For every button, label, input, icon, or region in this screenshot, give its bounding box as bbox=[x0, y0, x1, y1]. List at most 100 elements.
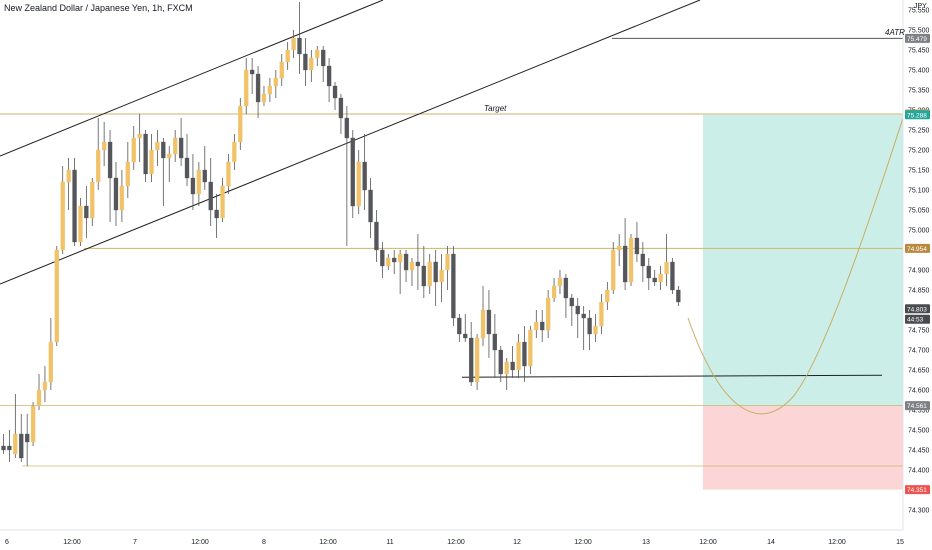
price-tick-label: 74.450 bbox=[908, 448, 930, 455]
candle-body bbox=[652, 277, 657, 283]
candle-body bbox=[25, 433, 30, 443]
candle-body bbox=[569, 297, 574, 307]
time-tick-label: 12:00 bbox=[699, 539, 717, 546]
candle-body bbox=[664, 261, 669, 275]
price-tick-label: 75.350 bbox=[908, 88, 930, 95]
candle-body bbox=[303, 53, 308, 71]
price-tag-label: 74.954 bbox=[907, 246, 927, 253]
candle-body bbox=[113, 177, 119, 211]
candle-body bbox=[107, 141, 113, 179]
candle-body bbox=[214, 209, 219, 219]
position-zones bbox=[703, 114, 903, 490]
candle-body bbox=[42, 381, 48, 391]
price-tag bbox=[905, 33, 930, 43]
candle-body bbox=[119, 185, 125, 211]
candle-body bbox=[173, 137, 178, 155]
projection-curve bbox=[687, 117, 904, 415]
price-tick-label: 74.600 bbox=[908, 388, 930, 395]
price-tag bbox=[905, 304, 930, 314]
time-tick-label: 12:00 bbox=[63, 539, 81, 546]
candle-body bbox=[415, 261, 421, 267]
price-tick-label: 75.450 bbox=[908, 48, 930, 55]
target-label: Target bbox=[484, 104, 507, 113]
candle-body bbox=[90, 181, 95, 219]
candle-body bbox=[386, 257, 391, 267]
candle-body bbox=[249, 69, 255, 75]
price-tick-label: 75.250 bbox=[908, 128, 930, 135]
candle-body bbox=[267, 85, 273, 95]
price-tag-label: 44:53 bbox=[907, 317, 924, 324]
candle-body bbox=[220, 185, 225, 219]
candle-body bbox=[510, 361, 515, 371]
candle-body bbox=[362, 161, 367, 191]
candle-body bbox=[30, 405, 36, 443]
time-tick-label: 7 bbox=[133, 539, 137, 546]
time-tick-label: 12:00 bbox=[828, 539, 846, 546]
candle-body bbox=[427, 261, 432, 287]
candle-body bbox=[545, 297, 551, 331]
candle-body bbox=[605, 289, 610, 303]
candle-body bbox=[190, 177, 196, 195]
currency-label: JPY bbox=[914, 3, 927, 10]
candle-body bbox=[599, 301, 604, 327]
candle-body bbox=[155, 141, 160, 151]
candle-body bbox=[137, 133, 142, 139]
candle-body bbox=[516, 341, 521, 371]
time-tick-label: 12:00 bbox=[574, 539, 592, 546]
candle-body bbox=[528, 329, 533, 367]
candle-body bbox=[78, 205, 83, 243]
time-tick-label: 12:00 bbox=[319, 539, 337, 546]
channel-upper-line bbox=[0, 0, 384, 157]
candle-body bbox=[540, 321, 545, 331]
support-level-line bbox=[461, 374, 883, 378]
price-tag bbox=[905, 243, 930, 253]
candle-body bbox=[658, 273, 663, 283]
price-axis[interactable]: 74.30074.35074.40074.45074.50074.55074.6… bbox=[908, 8, 930, 515]
candle-body bbox=[19, 433, 24, 459]
time-tick-label: 12:00 bbox=[447, 539, 465, 546]
candle-body bbox=[96, 149, 101, 183]
price-tick-label: 75.550 bbox=[908, 8, 930, 15]
candle-body bbox=[374, 221, 379, 251]
candle-body bbox=[84, 205, 89, 219]
price-tag-label: 74.803 bbox=[907, 306, 927, 313]
price-tick-label: 75.050 bbox=[908, 208, 930, 215]
time-axis[interactable]: 6 12:00 7 12:00 8 12:00 11 12:00 12 12:00 13 12:00 1… bbox=[5, 539, 904, 546]
candle-body bbox=[498, 349, 503, 375]
stop-loss-zone bbox=[703, 405, 903, 490]
candle-body bbox=[439, 269, 444, 283]
trend-channel bbox=[0, 0, 701, 285]
price-tick-label: 74.300 bbox=[908, 508, 930, 515]
candle-body bbox=[232, 141, 237, 163]
candle-body bbox=[1, 445, 6, 451]
candle-body bbox=[469, 337, 474, 383]
candle-body bbox=[279, 61, 284, 79]
price-tags: 75.47975.29075.28874.95474.80344:5374.56… bbox=[905, 33, 930, 495]
candle-body bbox=[332, 85, 338, 99]
candle-body bbox=[184, 157, 190, 179]
candle-body bbox=[486, 309, 492, 335]
candle-body bbox=[622, 245, 628, 283]
candle-body bbox=[551, 285, 557, 299]
time-tick-label: 12:00 bbox=[191, 539, 209, 546]
candle-body bbox=[344, 117, 350, 139]
candle-body bbox=[101, 141, 107, 151]
candle-body bbox=[575, 305, 580, 315]
candle-body bbox=[409, 261, 415, 271]
candle-body bbox=[54, 249, 59, 343]
candle-body bbox=[196, 169, 202, 195]
candle-body bbox=[315, 49, 320, 59]
atr-label: 4ATR bbox=[885, 28, 905, 37]
candle-body bbox=[261, 93, 267, 103]
candle-body bbox=[670, 261, 675, 291]
candle-body bbox=[397, 253, 403, 263]
time-tick-label: 13 bbox=[642, 539, 650, 546]
candle-body bbox=[445, 253, 450, 271]
price-tick-label: 75.100 bbox=[908, 188, 930, 195]
candle-body bbox=[557, 277, 563, 287]
candle-body bbox=[640, 253, 646, 267]
price-tag bbox=[905, 485, 930, 495]
candle-body bbox=[587, 317, 592, 335]
